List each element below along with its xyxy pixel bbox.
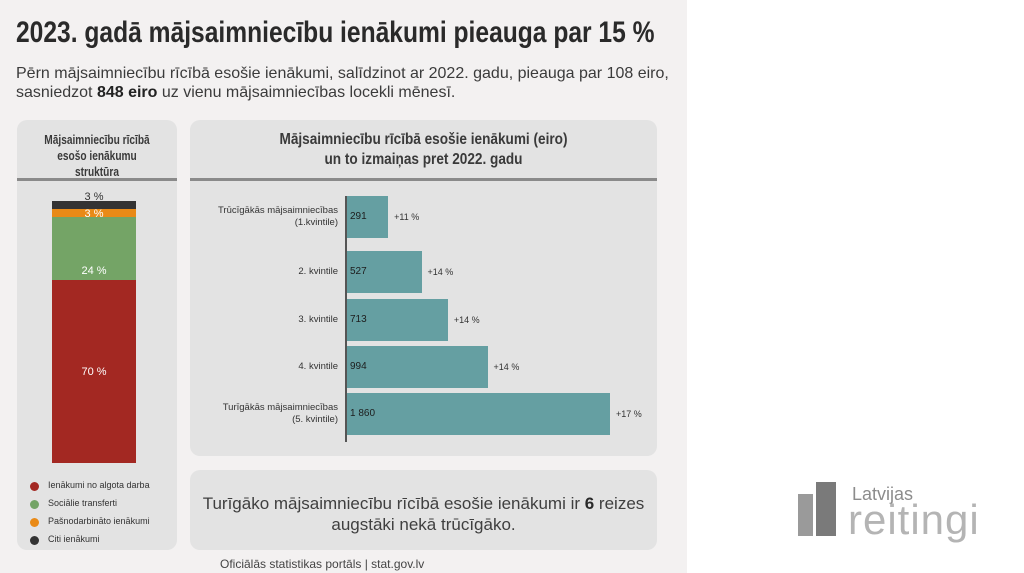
stack-segment-label-3: 3 % xyxy=(84,207,104,220)
infographic-panel: 2023. gadā mājsaimniecību ienākumi pieau… xyxy=(0,0,687,573)
legend-dot-icon xyxy=(30,536,39,545)
income-title-line2: un to izmaiņas pret 2022. gadu xyxy=(324,151,523,168)
legend-dot-icon xyxy=(30,500,39,509)
logo-bar-icon-2 xyxy=(816,482,836,536)
stack-segment-3 xyxy=(52,208,136,217)
structure-box: Mājsaimniecību rīcībā esošo ienākumu str… xyxy=(17,120,177,550)
legend-label: Sociālie transferti xyxy=(48,498,118,508)
income-category-line: (5. kvintile) xyxy=(292,414,338,425)
summary-text: Turīgāko mājsaimniecību rīcībā esošie ie… xyxy=(190,493,657,535)
page-title: 2023. gadā mājsaimniecību ienākumi pieau… xyxy=(16,16,655,49)
logo-text-top: Latvijas xyxy=(852,484,914,504)
stack-segment-label-1: 70 % xyxy=(81,366,107,379)
summary-box xyxy=(190,470,657,550)
income-bar-change-5: +17 % xyxy=(616,409,642,419)
page-subtitle: Pērn mājsaimniecību rīcībā esošie ienāku… xyxy=(16,64,676,102)
income-divider xyxy=(190,178,657,181)
income-category-line: 4. kvintile xyxy=(298,361,338,372)
structure-title-text: Mājsaimniecību rīcībā esošo ienākumu str… xyxy=(44,132,150,179)
income-category-line: Trūcīgākās mājsaimniecības xyxy=(217,205,338,216)
legend-label: Ienākumi no algota darba xyxy=(48,480,150,490)
summary-text-end: reizes augstāki nekā trūcīgāko. xyxy=(331,494,645,534)
income-bar-value-2: 527 xyxy=(350,266,367,277)
income-category-line: Turīgākās mājsaimniecības xyxy=(222,402,338,413)
source-note: Oficiālās statistikas portāls | stat.gov… xyxy=(220,557,425,571)
summary-text-start: Turīgāko mājsaimniecību rīcībā esošie ie… xyxy=(202,494,585,513)
income-bar-change-4: +14 % xyxy=(493,362,520,372)
income-bar-4 xyxy=(347,346,488,388)
subtitle-text-end: uz vienu mājsaimniecības locekli mēnesī. xyxy=(157,84,456,101)
income-category-label-1: Trūcīgākās mājsaimniecības (1.kvintile) xyxy=(178,205,338,229)
legend-label: Citi ienākumi xyxy=(48,534,100,544)
income-category-line: 2. kvintile xyxy=(298,266,338,277)
stack-segment-2 xyxy=(52,216,136,280)
income-category-line: 3. kvintile xyxy=(298,314,338,325)
structure-divider xyxy=(17,178,177,181)
income-title: Mājsaimniecību rīcībā esošie ienākumi (e… xyxy=(225,130,622,170)
income-category-line: (1.kvintile) xyxy=(294,217,338,228)
stack-segment-4 xyxy=(52,201,136,209)
stack-segment-label-4: 3 % xyxy=(84,191,104,203)
income-category-label-4: 4. kvintile xyxy=(178,361,338,373)
income-bar-value-4: 994 xyxy=(350,361,367,372)
income-category-label-3: 3. kvintile xyxy=(178,314,338,326)
structure-title: Mājsaimniecību rīcībā esošo ienākumu str… xyxy=(35,132,160,180)
legend-dot-icon xyxy=(30,482,39,491)
stacked-bar: 70 % 24 % 3 % 3 % xyxy=(52,191,136,463)
income-bar-1 xyxy=(347,196,389,238)
legend-label: Pašnodarbināto ienākumi xyxy=(48,516,150,526)
summary-highlight: 6 xyxy=(584,494,595,513)
logo-text-bottom: reitingi xyxy=(848,496,980,543)
income-bar-value-1: 291 xyxy=(350,211,367,222)
legend-dot-icon xyxy=(30,518,39,527)
subtitle-highlight: 848 eiro xyxy=(96,84,158,101)
logo-bar-icon xyxy=(798,494,813,536)
income-bar-5 xyxy=(347,393,610,435)
stack-segment-label-2: 24 % xyxy=(81,265,107,278)
income-bar-value-5: 1 860 xyxy=(350,408,376,419)
income-bar-change-1: +11 % xyxy=(394,212,420,222)
subtitle-text: Pērn mājsaimniecību rīcībā esošie ienāku… xyxy=(16,65,669,101)
latvijas-reitingi-logo: Latvijas reitingi xyxy=(798,480,1008,550)
stack-segment-1 xyxy=(52,279,136,463)
income-bar-2 xyxy=(347,251,422,293)
income-category-label-2: 2. kvintile xyxy=(178,266,338,278)
income-category-label-5: Turīgākās mājsaimniecības (5. kvintile) xyxy=(178,402,338,426)
bar-axis xyxy=(345,196,347,442)
income-bar-3 xyxy=(347,299,448,341)
income-title-line1: Mājsaimniecību rīcībā esošie ienākumi (e… xyxy=(279,131,568,148)
income-bar-change-3: +14 % xyxy=(453,315,480,325)
income-bar-change-2: +14 % xyxy=(427,267,454,277)
income-bar-value-3: 713 xyxy=(350,314,367,325)
